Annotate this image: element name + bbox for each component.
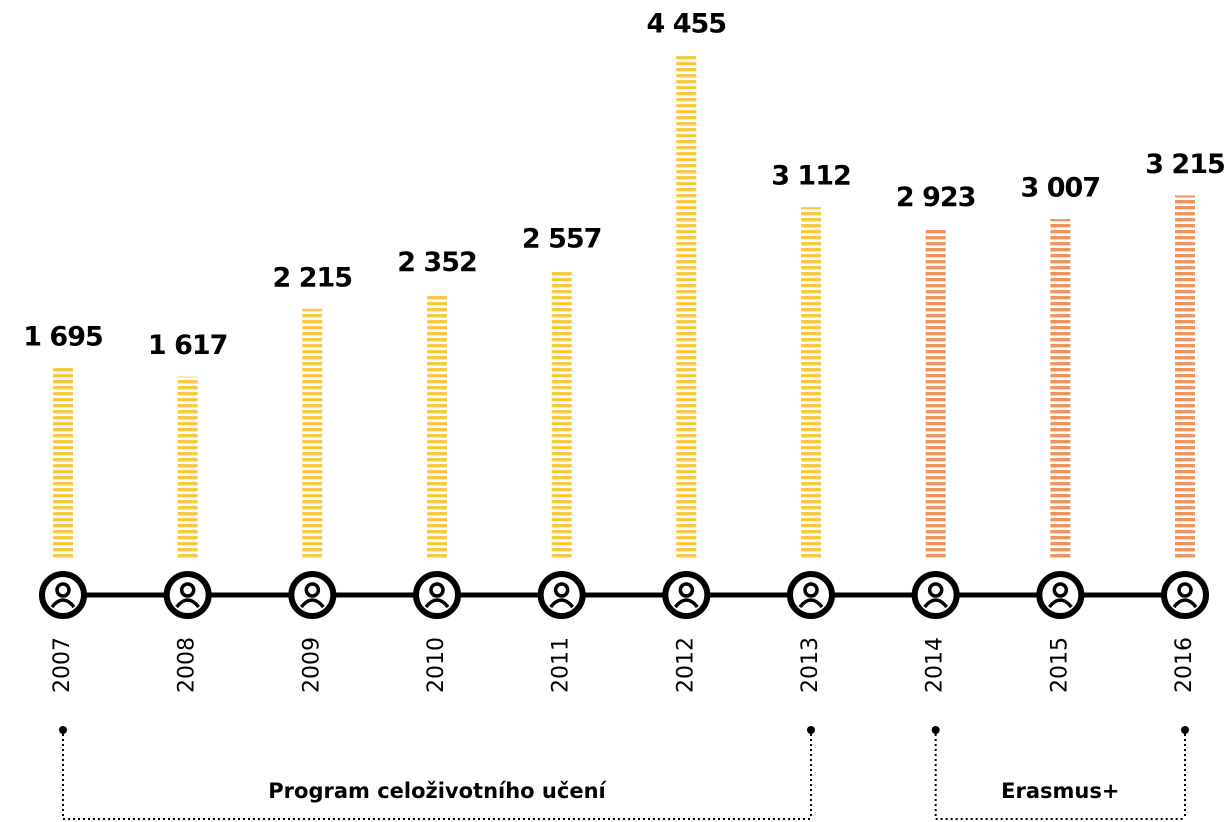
person-icon xyxy=(288,571,337,619)
bar xyxy=(427,293,447,560)
value-label: 2 352 xyxy=(397,247,477,278)
person-icon xyxy=(911,571,960,619)
bar xyxy=(551,270,572,560)
value-label: 2 215 xyxy=(273,262,353,293)
person-icon xyxy=(537,571,586,619)
bar xyxy=(676,54,697,560)
person-icon xyxy=(413,571,461,619)
value-label: 3 215 xyxy=(1145,149,1224,180)
x-tick-label: 2014 xyxy=(923,637,948,693)
x-tick-label: 2009 xyxy=(299,637,324,693)
value-label: 4 455 xyxy=(647,8,727,39)
value-label: 1 617 xyxy=(148,330,228,361)
value-label: 1 695 xyxy=(23,321,103,352)
person-icon xyxy=(1161,571,1209,619)
person-icon xyxy=(39,571,87,619)
x-tick-label: 2016 xyxy=(1172,637,1197,693)
value-label: 2 557 xyxy=(522,224,602,255)
bar xyxy=(925,228,946,560)
person-icon xyxy=(1036,571,1085,619)
bar xyxy=(177,376,198,560)
person-icon xyxy=(163,571,212,619)
x-tick-label: 2007 xyxy=(50,637,75,693)
x-tick-label: 2008 xyxy=(175,637,200,693)
bar xyxy=(1050,219,1071,560)
x-tick-label: 2015 xyxy=(1047,637,1072,693)
x-tick-label: 2010 xyxy=(424,637,449,693)
bar xyxy=(801,207,821,561)
value-label: 2 923 xyxy=(896,182,976,213)
person-icon xyxy=(787,571,835,619)
group-bracket xyxy=(931,726,1189,820)
group-bracket xyxy=(59,726,815,820)
value-label: 3 112 xyxy=(771,161,851,192)
bar xyxy=(302,308,323,560)
bar xyxy=(53,367,73,560)
x-tick-label: 2013 xyxy=(798,637,823,693)
person-icon xyxy=(662,571,711,619)
bar xyxy=(1175,195,1195,560)
value-label: 3 007 xyxy=(1021,173,1101,204)
group-label: Program celoživotního učení xyxy=(268,779,607,803)
x-tick-label: 2012 xyxy=(673,637,698,693)
x-tick-label: 2011 xyxy=(549,637,574,693)
group-label: Erasmus+ xyxy=(1001,779,1119,803)
